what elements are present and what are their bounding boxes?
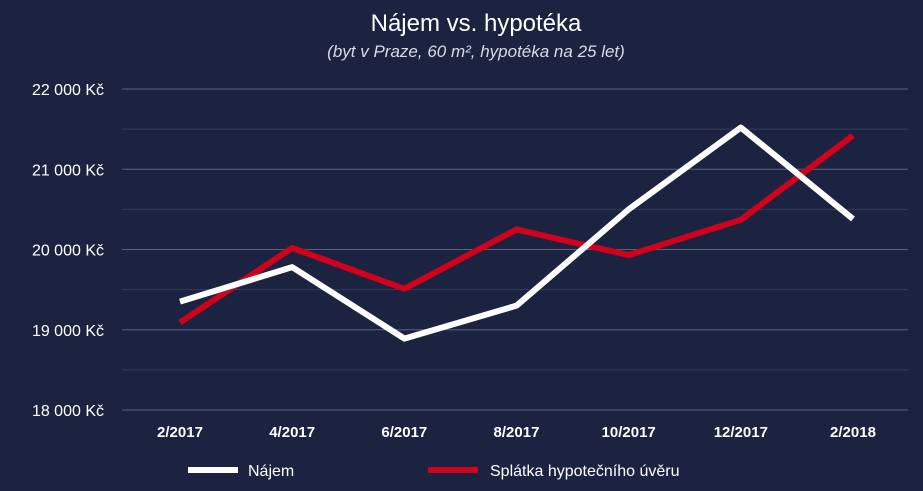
x-tick-label: 2/2017 <box>157 424 203 441</box>
y-tick-label: 20 000 Kč <box>32 243 104 260</box>
y-tick-label: 22 000 Kč <box>32 82 104 99</box>
x-tick-label: 8/2017 <box>494 424 540 441</box>
x-tick-label: 4/2017 <box>269 424 315 441</box>
chart-subtitle: (byt v Praze, 60 m², hypotéka na 25 let) <box>327 42 625 61</box>
x-tick-label: 6/2017 <box>381 424 427 441</box>
series-line-1 <box>178 133 855 326</box>
legend: Nájem Splátka hypotečního úvěru <box>188 463 679 480</box>
y-tick-label: 21 000 Kč <box>32 162 104 179</box>
legend-label-1: Splátka hypotečního úvěru <box>490 463 679 480</box>
x-tick-label: 12/2017 <box>714 424 768 441</box>
legend-label-0: Nájem <box>248 463 294 480</box>
x-tick-label: 2/2018 <box>830 424 876 441</box>
chart-title: Nájem vs. hypotéka <box>371 10 582 37</box>
series-lines <box>178 124 855 342</box>
x-tick-label: 10/2017 <box>602 424 656 441</box>
y-tick-label: 19 000 Kč <box>32 323 104 340</box>
gridlines <box>122 88 908 411</box>
x-axis-ticks: 2/2017 4/2017 6/2017 8/2017 10/2017 12/2017 2/… <box>157 424 876 441</box>
y-axis-ticks: 18 000 Kč 19 000 Kč 20 000 Kč 21 000 Kč 22 0… <box>32 82 104 420</box>
y-tick-label: 18 000 Kč <box>32 403 104 420</box>
series-line-0 <box>179 124 855 342</box>
